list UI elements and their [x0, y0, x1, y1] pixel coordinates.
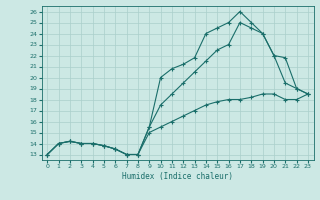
- X-axis label: Humidex (Indice chaleur): Humidex (Indice chaleur): [122, 172, 233, 181]
